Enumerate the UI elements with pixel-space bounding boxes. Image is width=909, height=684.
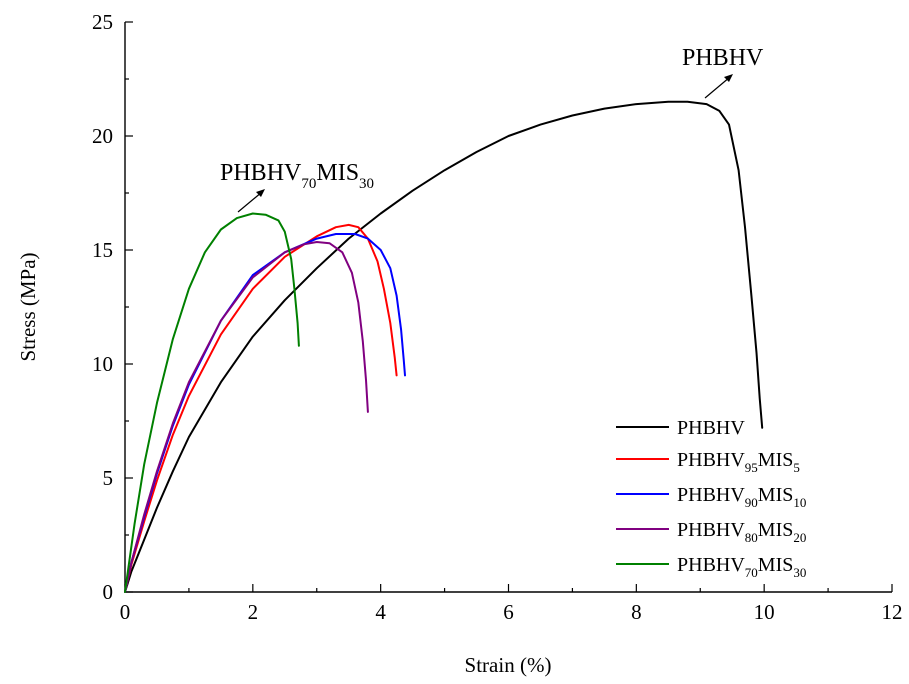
x-tick-label: 6: [503, 600, 514, 624]
annotation-phbhv70mis30: PHBHV70MIS30: [220, 160, 374, 192]
x-tick-label: 2: [248, 600, 259, 624]
y-tick-label: 10: [92, 352, 113, 376]
legend-label-phbhv80mis20: PHBHV80MIS20: [677, 519, 806, 545]
y-tick-label: 25: [92, 10, 113, 34]
series-line-4: [124, 212, 300, 593]
x-tick-label: 12: [882, 600, 903, 624]
y-axis-label: Stress (MPa): [16, 252, 40, 361]
y-tick-label: 20: [92, 124, 113, 148]
annotation-phbhv: PHBHV: [682, 45, 764, 71]
series-line-2: [124, 233, 406, 593]
legend: PHBHV PHBHV95MIS5 PHBHV90MIS10 PHBHV80MI…: [616, 417, 806, 580]
x-axis-label: Strain (%): [465, 653, 552, 677]
x-tick-label: 10: [754, 600, 775, 624]
legend-label-phbhv95mis5: PHBHV95MIS5: [677, 449, 800, 475]
series-group: [124, 100, 764, 593]
legend-label-phbhv: PHBHV: [677, 417, 745, 439]
x-tick-label: 8: [631, 600, 642, 624]
legend-label-phbhv90mis10: PHBHV90MIS10: [677, 484, 806, 510]
legend-label-phbhv70mis30: PHBHV70MIS30: [677, 554, 806, 580]
axis-ticks: 0 2 4 6 8 10 12 0 5 10 15 20 25: [92, 10, 903, 624]
y-tick-label: 0: [103, 580, 114, 604]
y-tick-label: 15: [92, 238, 113, 262]
series-line-1: [124, 223, 398, 593]
x-tick-label: 0: [120, 600, 131, 624]
x-tick-label: 4: [375, 600, 386, 624]
y-tick-label: 5: [103, 466, 114, 490]
series-line-3: [124, 241, 369, 593]
series-line-0: [124, 100, 764, 593]
arrow-phbhv70mis30: [237, 189, 265, 213]
arrow-phbhv: [704, 74, 733, 99]
